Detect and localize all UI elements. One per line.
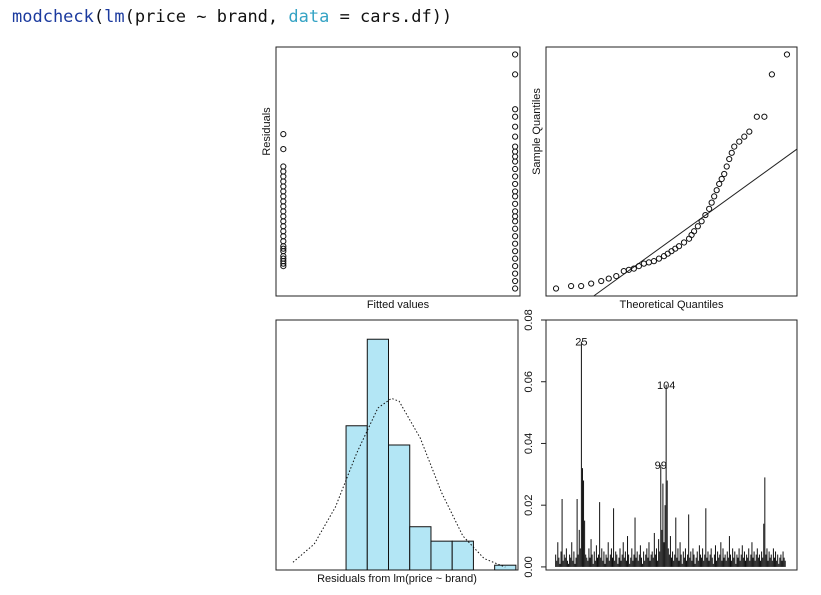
point xyxy=(753,113,760,120)
point xyxy=(768,71,776,78)
code-token: ( xyxy=(94,7,104,27)
point xyxy=(578,282,585,290)
point xyxy=(728,149,735,156)
point xyxy=(736,138,743,145)
point xyxy=(512,248,519,255)
code-token: (price ~ brand, xyxy=(125,7,289,27)
plot-frame xyxy=(545,319,798,571)
point-label: 99 xyxy=(655,460,667,472)
code-line: modcheck(lm(price ~ brand, data = cars.d… xyxy=(12,7,452,27)
point xyxy=(694,223,701,230)
point-label: 104 xyxy=(657,380,675,392)
point xyxy=(708,199,715,206)
point xyxy=(512,113,519,120)
point xyxy=(512,240,519,247)
point xyxy=(512,71,519,78)
point xyxy=(512,233,519,240)
point xyxy=(512,200,519,207)
point xyxy=(512,193,519,200)
bar xyxy=(430,540,453,571)
reference-line xyxy=(593,148,798,297)
point xyxy=(741,133,748,140)
y-axis-label: Sample Quantiles xyxy=(531,88,543,175)
bar xyxy=(494,564,517,571)
point xyxy=(568,282,575,290)
plot-frame xyxy=(545,46,798,297)
point xyxy=(512,218,519,225)
point xyxy=(723,163,730,170)
bar xyxy=(345,425,368,571)
point-label: 25 xyxy=(575,337,587,349)
point xyxy=(630,265,637,272)
bar xyxy=(409,526,432,571)
point xyxy=(512,277,519,285)
y-tick-label: 0.00 xyxy=(523,556,535,577)
point xyxy=(512,263,519,270)
y-tick-label: 0.08 xyxy=(523,309,535,330)
point xyxy=(512,225,519,232)
x-axis-label: Fitted values xyxy=(367,299,430,311)
point xyxy=(698,218,705,225)
point xyxy=(711,193,718,200)
point xyxy=(635,263,642,270)
point xyxy=(280,145,287,153)
point xyxy=(650,258,658,265)
point xyxy=(512,158,519,165)
point xyxy=(731,143,738,150)
point xyxy=(783,51,791,58)
point xyxy=(280,263,287,270)
point xyxy=(761,113,768,120)
point xyxy=(746,128,753,135)
point xyxy=(512,51,519,58)
point xyxy=(605,275,612,282)
y-axis-label: Residuals xyxy=(261,107,273,156)
bar xyxy=(388,444,411,571)
point xyxy=(512,173,519,180)
plot-frame xyxy=(275,46,521,297)
point xyxy=(512,106,519,113)
point xyxy=(655,255,663,262)
x-axis-label: Theoretical Quantiles xyxy=(620,299,724,311)
point xyxy=(706,205,713,212)
point xyxy=(613,272,620,280)
point xyxy=(280,131,287,138)
point xyxy=(690,228,698,235)
point xyxy=(713,187,720,194)
density-curve xyxy=(292,397,506,568)
point xyxy=(552,285,560,292)
code-token: lm xyxy=(104,7,124,27)
point xyxy=(680,239,688,246)
point xyxy=(512,133,519,140)
point xyxy=(512,165,519,173)
point xyxy=(598,277,605,285)
point xyxy=(726,155,733,163)
point xyxy=(675,243,683,250)
code-token: = cars.df)) xyxy=(329,7,452,27)
point xyxy=(512,255,519,262)
bar xyxy=(366,338,390,571)
y-tick-label: 0.06 xyxy=(523,371,535,392)
point xyxy=(512,270,519,277)
x-axis-label: Residuals from lm(price ~ brand) xyxy=(317,573,477,585)
point xyxy=(280,260,287,267)
bar xyxy=(451,540,474,571)
point xyxy=(716,180,723,188)
y-tick-label: 0.02 xyxy=(523,494,535,515)
point xyxy=(721,170,728,178)
point xyxy=(588,280,595,287)
point xyxy=(512,123,519,130)
point xyxy=(512,180,519,188)
point xyxy=(718,175,725,183)
code-token: modcheck xyxy=(12,7,94,27)
point xyxy=(280,245,287,252)
point xyxy=(702,211,709,219)
y-tick-label: 0.04 xyxy=(523,433,535,454)
code-token: data xyxy=(288,7,329,27)
point xyxy=(512,285,519,292)
